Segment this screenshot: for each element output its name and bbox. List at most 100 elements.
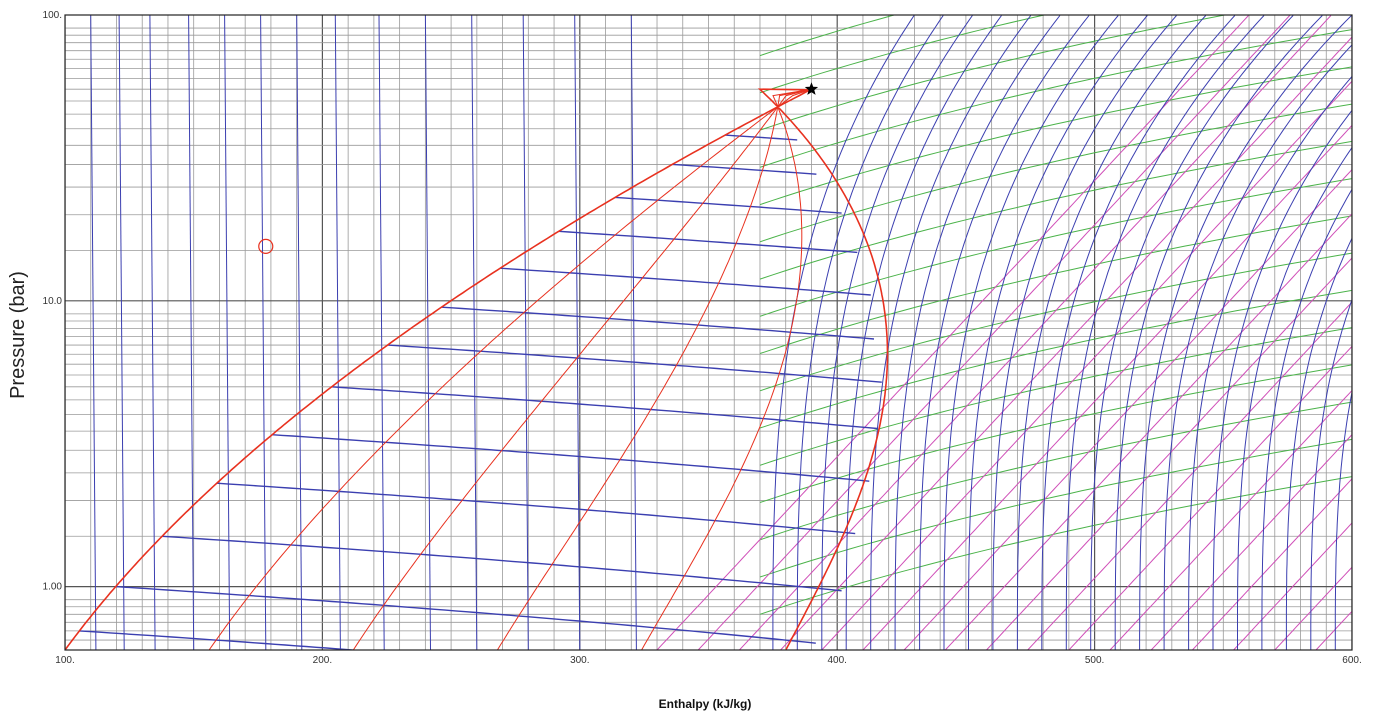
plot-frame [64, 14, 1353, 651]
y-tick-label: 1.00 [43, 582, 63, 593]
y-axis-ticks: 1.00 10.0 100. [43, 10, 63, 593]
isotherm-line [1065, 15, 1265, 650]
isentrope-line [739, 15, 1332, 650]
isotherm-line [331, 386, 878, 430]
isotherm-line [1334, 389, 1352, 650]
highlight-point-circle [258, 238, 274, 255]
isotherm-line [118, 15, 125, 650]
isotherm-line [870, 15, 1032, 650]
y-tick-label: 100. [43, 10, 62, 21]
isochore-line [759, 364, 1352, 503]
isotherm-line [224, 15, 231, 650]
critical-point-star [804, 82, 819, 95]
isotherm-line [796, 15, 944, 650]
isochore-line [759, 215, 1352, 354]
isotherm-line [1237, 146, 1352, 650]
isentrope-line [1192, 478, 1352, 650]
isentrope-line [862, 124, 1352, 650]
isotherm-line [115, 585, 816, 644]
quality-line [641, 88, 812, 650]
isotherm-line [672, 163, 817, 175]
x-tick-label: 500. [1085, 655, 1104, 666]
isotherm-line [1285, 237, 1352, 650]
x-tick-label: 400. [827, 655, 846, 666]
isochore-line [759, 15, 1047, 94]
isentrope-line [1027, 301, 1352, 650]
isotherm-line [387, 344, 882, 383]
x-axis-ticks: 100. 200. 300. 400. 500. 600. [55, 655, 1361, 666]
quality-line [208, 88, 812, 650]
isentrope-line [1068, 345, 1352, 650]
isotherm-line [574, 15, 581, 650]
isotherm-line [992, 15, 1177, 650]
x-tick-label: 100. [55, 655, 74, 666]
isentrope-line [1109, 389, 1352, 650]
isentrope-curves [656, 15, 1352, 650]
isentrope-line [780, 36, 1352, 650]
quality-curves [208, 88, 812, 650]
saturation-dome [65, 88, 889, 650]
x-tick-label: 200. [313, 655, 332, 666]
isotherm-line [90, 15, 97, 650]
isotherm-line [919, 15, 1090, 650]
isotherm-line [272, 434, 870, 482]
isentrope-line [1233, 522, 1352, 650]
isotherm-line [296, 15, 303, 650]
isotherm-line [725, 134, 798, 141]
isotherm-line [522, 15, 529, 650]
isotherm-line [943, 15, 1119, 650]
isochore-line [759, 289, 1352, 429]
isotherm-line [334, 15, 341, 650]
isotherm-line [500, 267, 871, 296]
isotherm-line [558, 230, 858, 254]
y-tick-label: 10.0 [43, 296, 63, 307]
isochore-line [759, 178, 1352, 317]
isotherm-line [1114, 15, 1323, 650]
isentrope-line [697, 15, 1291, 650]
isotherm-line [216, 482, 856, 535]
isentrope-line [1150, 433, 1352, 650]
isotherm-line [79, 630, 362, 650]
chart-markers [258, 82, 819, 255]
isotherm-line [162, 535, 842, 592]
isotherm-line [1212, 109, 1352, 650]
isotherm-line [894, 15, 1061, 650]
isotherm-line [471, 15, 478, 650]
isochore-line [759, 15, 897, 57]
isotherm-line [1163, 44, 1352, 650]
isochore-line [759, 438, 1352, 578]
isochore-line [759, 15, 1228, 131]
isotherm-line [615, 196, 842, 214]
isotherm-line [260, 15, 267, 650]
isentrope-line [656, 15, 1249, 650]
y-axis-title: Pressure (bar) [7, 271, 29, 399]
isotherm-line [1139, 15, 1352, 650]
isochore-line [759, 29, 1352, 168]
isotherm-line [968, 15, 1148, 650]
isotherm-line [845, 15, 1002, 650]
isotherm-line [630, 15, 637, 650]
isentrope-line [986, 257, 1352, 650]
x-axis-title: Enthalpy (kJ/kg) [659, 697, 752, 711]
isotherm-line [441, 306, 875, 340]
isotherm-line [821, 15, 973, 650]
isotherm-line [188, 15, 195, 650]
isochore-line [759, 140, 1352, 280]
isochore-line [759, 401, 1352, 541]
isotherm-line [378, 15, 385, 650]
saturation-dome-line [65, 88, 889, 650]
isochore-line [759, 103, 1352, 243]
x-tick-label: 300. [570, 655, 589, 666]
quality-line [352, 88, 812, 650]
isentrope-line [903, 168, 1352, 650]
isotherm-line [1310, 298, 1352, 650]
x-tick-label: 600. [1342, 655, 1361, 666]
isotherm-line [1090, 15, 1294, 650]
isotherm-line [1188, 75, 1352, 650]
isotherm-curves [79, 15, 1352, 650]
isotherm-line [424, 15, 431, 650]
isochore-line [759, 476, 1352, 615]
isotherm-line [1041, 15, 1236, 650]
isotherm-line [1261, 188, 1352, 650]
